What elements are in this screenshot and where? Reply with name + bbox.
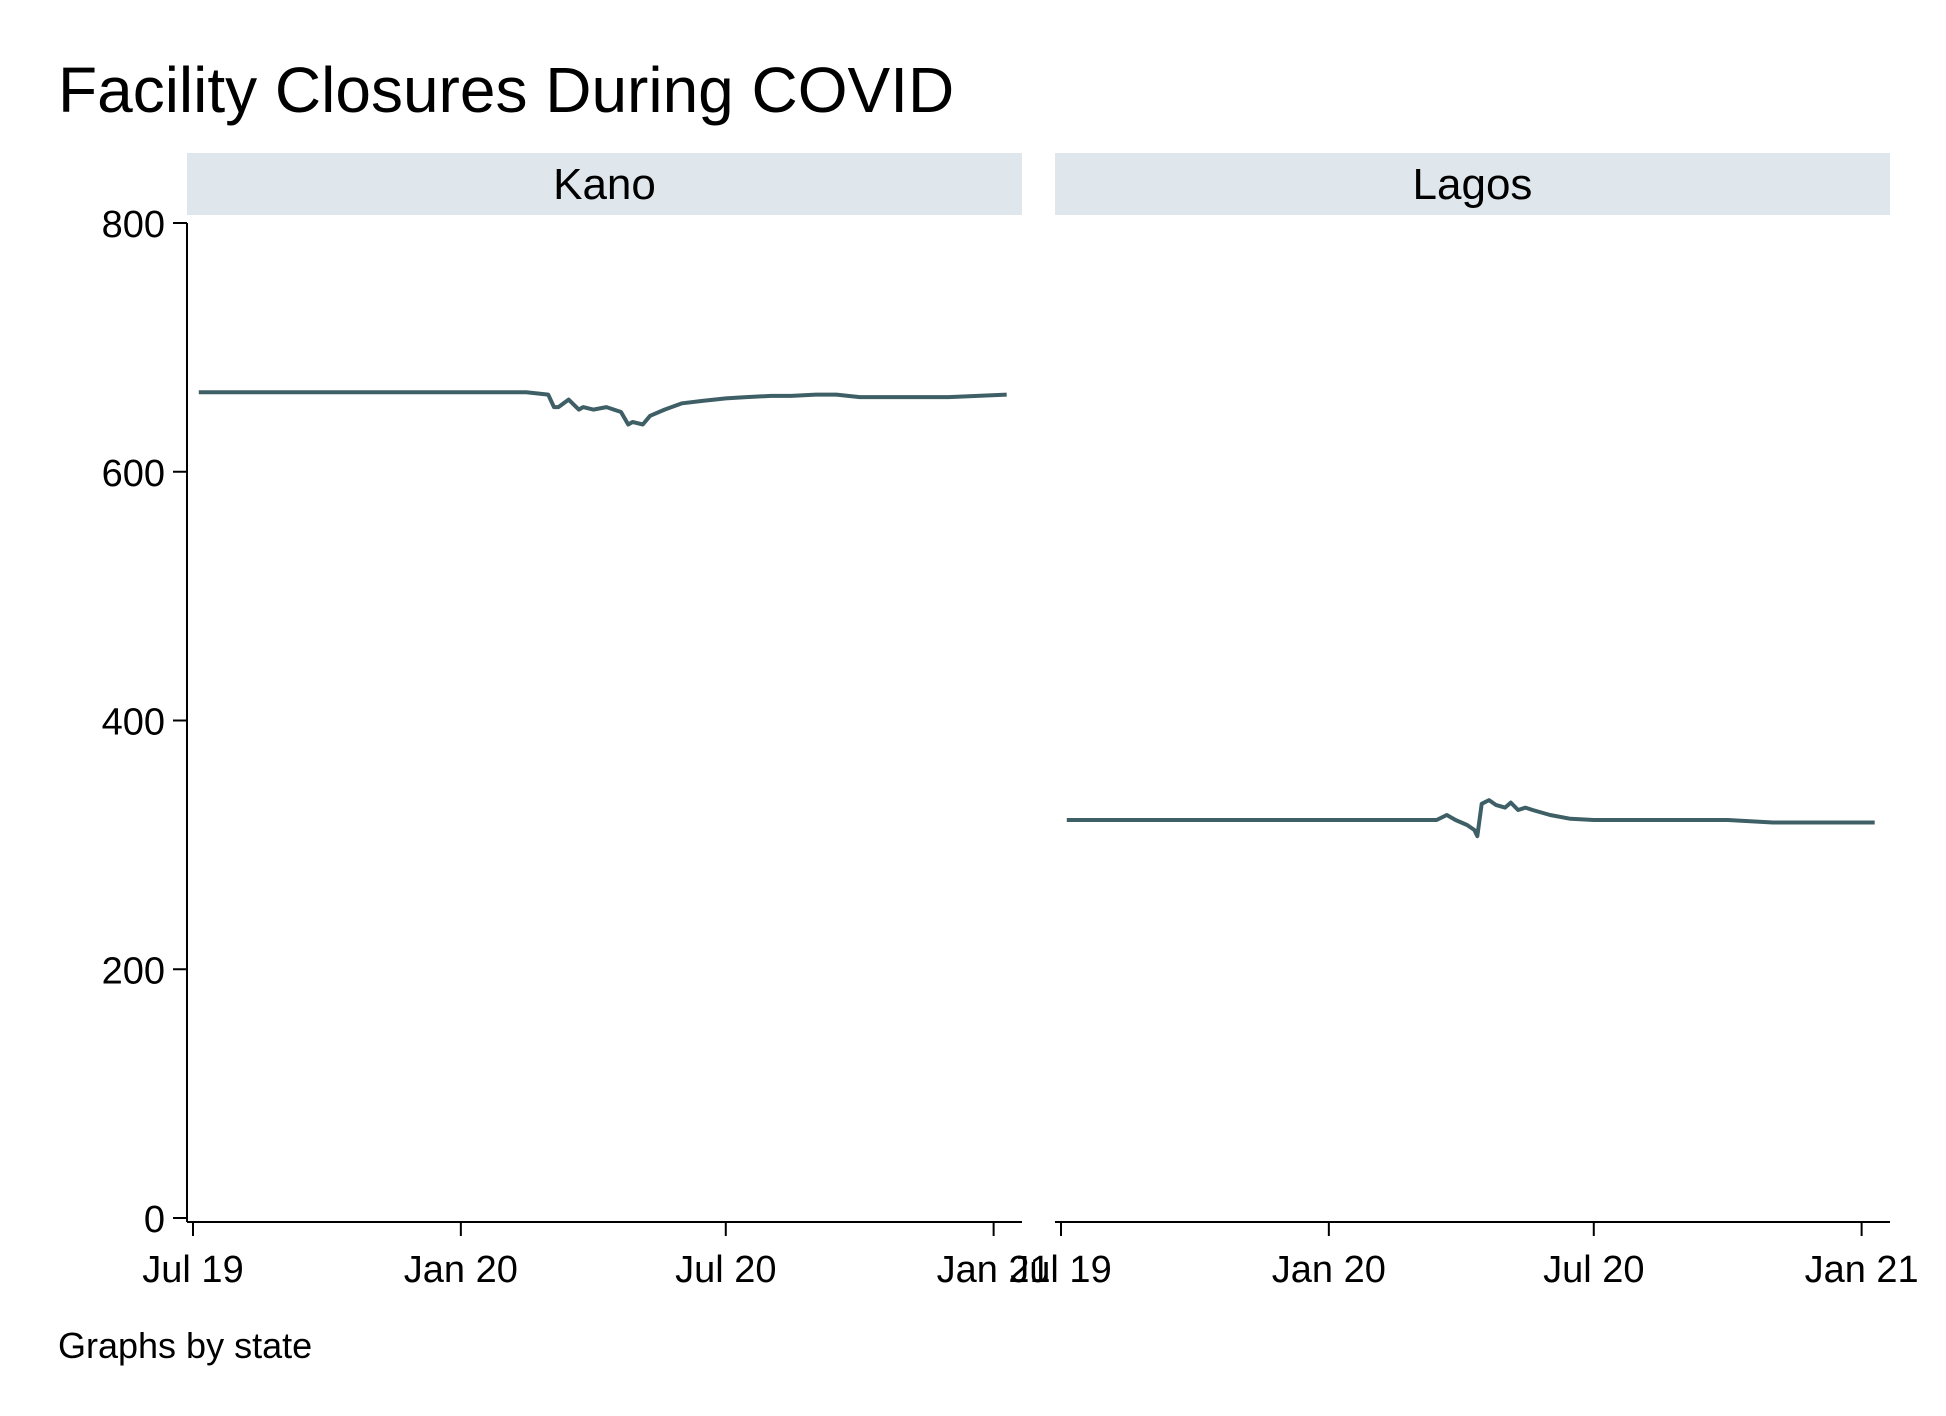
y-tick-label: 800 [102,204,165,246]
panel-kano: Kano Jul 19 Jan 20 Jul 20 Jan 21 0 200 400 600 80… [102,153,1051,1291]
x-tick-label-kano: Jan 20 [404,1249,518,1291]
series-line-kano [198,390,1007,427]
strip-lagos [1055,153,1890,215]
x-tick-label-lagos: Jul 19 [1010,1249,1111,1291]
strip-label-lagos: Lagos [1413,160,1533,209]
chart-note: Graphs by state [58,1325,312,1366]
chart-title: Facility Closures During COVID [58,54,954,126]
y-tick-label: 0 [144,1199,165,1241]
panel-lagos: Lagos Jul 19 Jan 20 Jul 20 Jan 21 [1010,153,1919,1291]
x-tick-label-lagos: Jan 20 [1272,1249,1386,1291]
x-tick-label-kano: Jul 20 [675,1249,776,1291]
strip-label-kano: Kano [553,160,656,209]
panels: Kano Jul 19 Jan 20 Jul 20 Jan 21 0 200 400 600 80… [102,153,1919,1291]
strip-kano [187,153,1022,215]
x-tick-label-lagos: Jul 20 [1543,1249,1644,1291]
x-tick-label-kano: Jul 19 [142,1249,243,1291]
y-tick-label: 400 [102,702,165,744]
y-tick-label: 600 [102,453,165,495]
series-line-lagos [1066,798,1875,839]
x-tick-label-lagos: Jan 21 [1805,1249,1919,1291]
y-tick-label: 200 [102,950,165,992]
x-tick-label-kano: Jan 21 [937,1249,1051,1291]
